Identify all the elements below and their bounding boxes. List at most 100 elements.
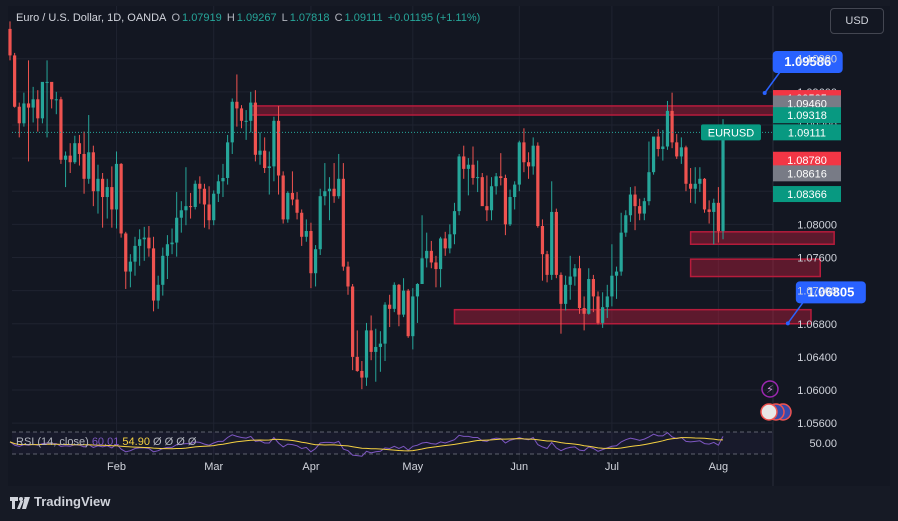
candle-body[interactable] <box>452 211 457 235</box>
candle-body[interactable] <box>425 250 429 259</box>
candle-body[interactable] <box>105 187 109 198</box>
currency-button[interactable]: USD <box>830 8 884 34</box>
candle-body[interactable] <box>17 106 21 124</box>
candle-body[interactable] <box>689 183 693 189</box>
candle-body[interactable] <box>494 176 498 187</box>
callout-box[interactable] <box>772 50 843 73</box>
candle-body[interactable] <box>369 330 373 352</box>
candle-body[interactable] <box>466 164 470 169</box>
candle-body[interactable] <box>91 152 95 192</box>
candle-body[interactable] <box>638 206 642 214</box>
candle-body[interactable] <box>656 136 660 149</box>
candle-body[interactable] <box>249 102 253 121</box>
candle-body[interactable] <box>202 188 207 205</box>
candle-body[interactable] <box>480 177 484 207</box>
candle-body[interactable] <box>614 271 619 276</box>
candle-body[interactable] <box>545 254 549 275</box>
candle-body[interactable] <box>601 307 605 323</box>
candle-body[interactable] <box>151 248 156 301</box>
candle-body[interactable] <box>397 284 401 315</box>
candle-body[interactable] <box>147 237 151 249</box>
candle-body[interactable] <box>568 276 572 285</box>
candle-body[interactable] <box>619 232 623 272</box>
candle-body[interactable] <box>513 184 517 198</box>
candle-body[interactable] <box>304 230 308 237</box>
candle-body[interactable] <box>698 178 702 184</box>
candle-body[interactable] <box>82 153 86 179</box>
candle-body[interactable] <box>138 239 142 246</box>
candle-body[interactable] <box>272 120 276 167</box>
candle-body[interactable] <box>554 211 558 275</box>
candle-body[interactable] <box>63 155 68 160</box>
candle-body[interactable] <box>170 242 174 245</box>
candle-body[interactable] <box>323 191 327 197</box>
candle-body[interactable] <box>587 279 591 314</box>
candle-body[interactable] <box>235 101 239 109</box>
candle-body[interactable] <box>59 99 63 160</box>
candle-body[interactable] <box>388 304 392 309</box>
candle-body[interactable] <box>374 346 378 352</box>
candle-body[interactable] <box>114 163 119 210</box>
candle-body[interactable] <box>364 330 369 378</box>
candle-body[interactable] <box>716 202 720 231</box>
candle-body[interactable] <box>276 120 281 176</box>
candle-body[interactable] <box>263 150 267 169</box>
candle-body[interactable] <box>244 120 248 122</box>
candle-body[interactable] <box>401 290 406 315</box>
candle-body[interactable] <box>309 230 313 274</box>
candle-body[interactable] <box>184 206 188 211</box>
candle-body[interactable] <box>239 108 244 121</box>
candle-body[interactable] <box>448 234 452 249</box>
callout-box[interactable] <box>795 281 866 304</box>
zone-box[interactable] <box>689 258 821 278</box>
candle-body[interactable] <box>22 103 26 124</box>
candle-body[interactable] <box>610 275 614 297</box>
lightning-icon[interactable] <box>761 380 779 398</box>
zone-box[interactable] <box>250 105 775 116</box>
candle-body[interactable] <box>429 250 433 263</box>
candle-body[interactable] <box>290 192 295 200</box>
candle-body[interactable] <box>40 81 45 119</box>
candle-body[interactable] <box>26 103 31 108</box>
candle-body[interactable] <box>54 99 58 101</box>
candle-body[interactable] <box>522 142 526 163</box>
symbol-title[interactable]: Euro / U.S. Dollar, 1D, OANDA <box>16 12 167 24</box>
candle-body[interactable] <box>651 136 656 173</box>
candle-body[interactable] <box>628 194 633 216</box>
zone-box[interactable] <box>689 231 835 245</box>
candle-body[interactable] <box>175 217 179 243</box>
candle-body[interactable] <box>110 187 114 210</box>
candle-body[interactable] <box>165 244 170 256</box>
candle-body[interactable] <box>226 142 230 178</box>
candle-body[interactable] <box>582 308 586 314</box>
candle-body[interactable] <box>50 81 54 100</box>
candle-body[interactable] <box>420 258 424 284</box>
candle-body[interactable] <box>591 279 595 297</box>
candle-body[interactable] <box>188 206 193 208</box>
candle-body[interactable] <box>536 145 540 227</box>
candle-body[interactable] <box>337 178 341 197</box>
candle-body[interactable] <box>411 296 415 337</box>
candle-body[interactable] <box>392 284 396 309</box>
candle-body[interactable] <box>471 164 475 178</box>
candle-body[interactable] <box>573 268 577 277</box>
candle-body[interactable] <box>45 81 49 83</box>
candle-body[interactable] <box>31 99 35 108</box>
candle-body[interactable] <box>318 196 322 250</box>
candle-body[interactable] <box>360 370 364 378</box>
candle-body[interactable] <box>443 238 447 249</box>
candle-body[interactable] <box>346 266 350 287</box>
candle-body[interactable] <box>707 209 711 212</box>
candle-body[interactable] <box>485 206 489 211</box>
candle-body[interactable] <box>415 283 420 297</box>
candle-body[interactable] <box>489 186 494 211</box>
candle-body[interactable] <box>462 156 466 169</box>
candle-body[interactable] <box>230 101 234 143</box>
candle-body[interactable] <box>313 249 318 274</box>
candle-body[interactable] <box>559 274 563 304</box>
candle-body[interactable] <box>633 194 637 207</box>
candle-body[interactable] <box>68 155 72 163</box>
candle-body[interactable] <box>702 178 707 210</box>
candle-body[interactable] <box>624 215 628 233</box>
candle-body[interactable] <box>693 183 697 189</box>
